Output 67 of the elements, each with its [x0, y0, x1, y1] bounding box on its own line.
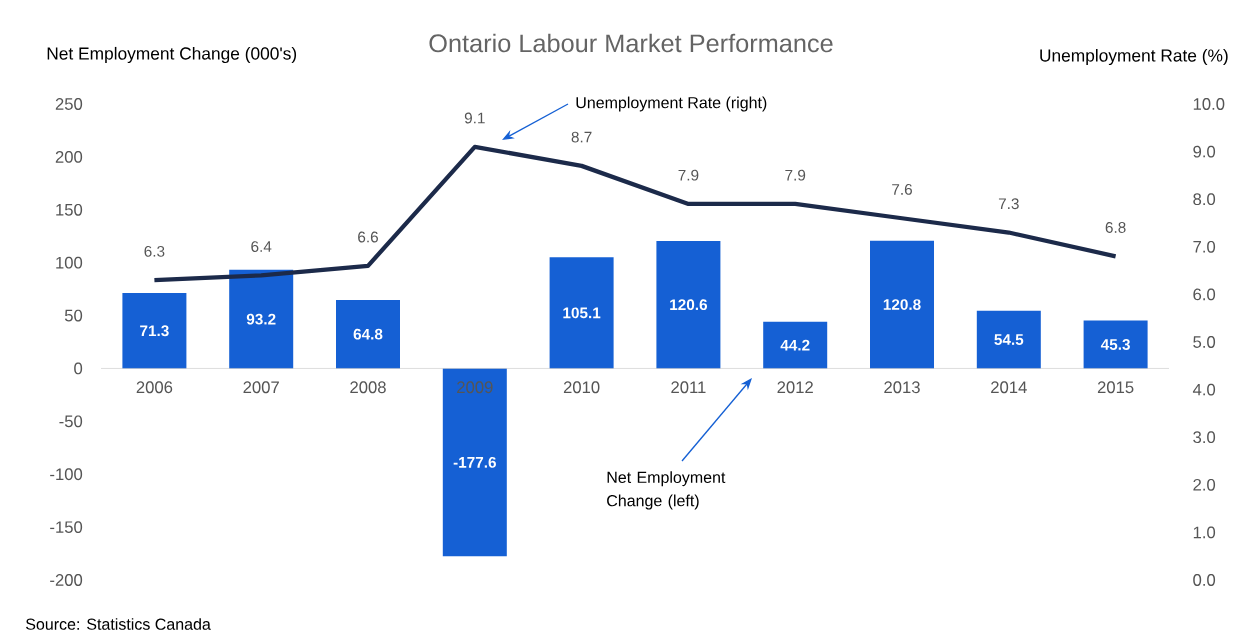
y2-tick-label: 0.0 [1193, 574, 1216, 586]
data-label: 64.8 [353, 328, 383, 340]
y2-tick-label: 6.0 [1193, 288, 1216, 301]
y2-tick-label: 5.0 [1193, 336, 1216, 348]
y-tick-label: 250 [55, 98, 83, 110]
bar [763, 321, 828, 369]
y-tick-label: 100 [56, 256, 83, 269]
y2-tick-label: 8.0 [1193, 193, 1216, 206]
x-tick-label: 2011 [671, 381, 706, 394]
y-tick-label: 0 [74, 362, 83, 375]
y-tick-label: -100 [50, 468, 83, 481]
y-tick-label: 200 [55, 151, 83, 163]
data-label: 54.5 [994, 334, 1024, 345]
y2-tick-label: 10.0 [1193, 98, 1225, 110]
bar [870, 240, 934, 369]
y-tick-label: 150 [56, 203, 83, 216]
data-label: 44.2 [780, 339, 810, 351]
data-label: 6.8 [1105, 222, 1126, 233]
data-label: 120.6 [670, 299, 708, 311]
data-label: 6.6 [358, 231, 378, 243]
source-note: Source: Statistics Canada [26, 618, 211, 630]
x-tick-label: 2008 [350, 381, 386, 394]
y2-tick-label: 2.0 [1193, 478, 1216, 491]
bar [549, 257, 614, 369]
bar [442, 368, 507, 557]
x-tick-label: 2014 [991, 381, 1027, 394]
y2-tick-label: 9.0 [1193, 145, 1216, 158]
bar [976, 310, 1041, 369]
x-tick-label: 2015 [1097, 381, 1134, 394]
y2-tick-label: 3.0 [1193, 431, 1216, 444]
annotation: Net Employment Change (left) [607, 471, 726, 510]
bar [656, 240, 721, 369]
y2-tick-label: 1.0 [1193, 526, 1216, 539]
bar [336, 299, 400, 369]
data-label: 6.4 [251, 241, 272, 252]
x-tick-label: 2012 [777, 381, 813, 394]
data-label: 93.2 [246, 313, 276, 325]
data-label: 6.3 [144, 245, 165, 257]
bar [122, 293, 187, 369]
data-label: 7.3 [998, 198, 1019, 210]
bar [1083, 320, 1148, 369]
x-tick-label: 2006 [136, 381, 173, 394]
data-label: 9.1 [464, 112, 485, 124]
y-tick-label: 50 [64, 309, 83, 322]
y-axis-title: Net Employment Change (000's) [47, 46, 297, 64]
annotation: Unemployment Rate (right) [576, 96, 767, 112]
data-label: 7.6 [892, 184, 912, 195]
data-label: 120.8 [883, 299, 921, 310]
y2-axis-title: Unemployment Rate (%) [1040, 48, 1228, 66]
y-tick-label: -50 [59, 415, 83, 428]
data-label: 7.9 [785, 169, 806, 181]
x-tick-label: 2007 [243, 381, 279, 394]
y2-tick-label: 4.0 [1192, 383, 1216, 396]
y-tick-label: -150 [50, 521, 83, 534]
data-label: 71.3 [140, 325, 169, 337]
data-label: -177.6 [453, 456, 496, 468]
x-tick-label: 2010 [563, 381, 600, 394]
chart-title: Ontario Labour Market Performance [429, 33, 833, 53]
y2-tick-label: 7.0 [1193, 240, 1216, 253]
y-tick-label: -200 [50, 574, 83, 586]
data-label: 105.1 [563, 307, 601, 319]
data-label: 8.7 [571, 131, 592, 143]
x-tick-label: 2013 [884, 381, 920, 394]
data-label: 45.3 [1100, 339, 1130, 350]
bar [229, 269, 294, 369]
x-tick-label: 2009 [457, 381, 493, 394]
data-label: 7.9 [678, 169, 699, 181]
